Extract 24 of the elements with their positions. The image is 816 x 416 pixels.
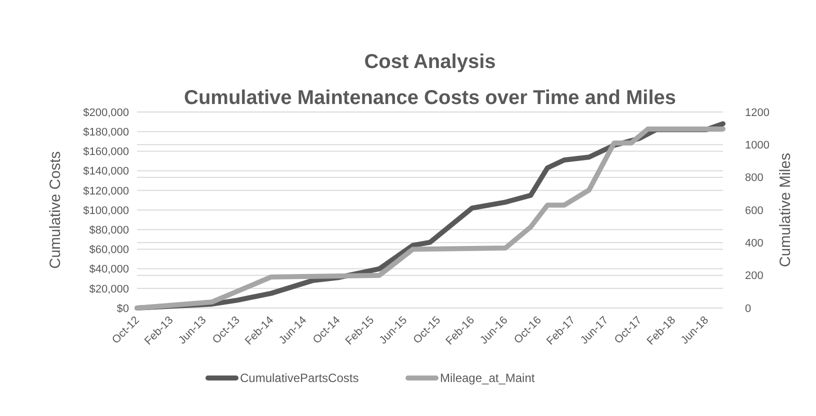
y-tick-label: $200,000	[83, 106, 129, 119]
chart-subtitle: Cumulative Maintenance Costs over Time and Miles	[184, 87, 676, 109]
y-tick-label: $40,000	[89, 264, 129, 276]
y2-tick-label: 600	[745, 204, 764, 217]
legend-label: Mileage_at_Maint	[440, 371, 536, 386]
y-tick-label: $140,000	[83, 166, 129, 178]
y2-tick-label: 1000	[745, 140, 770, 152]
y2-tick-label: 400	[745, 238, 764, 250]
y-tick-label: $180,000	[83, 126, 129, 138]
y-tick-label: $20,000	[89, 283, 129, 296]
y2-tick-label: 1200	[745, 106, 770, 119]
y-tick-label: $60,000	[89, 244, 129, 256]
y-tick-label: $160,000	[83, 146, 129, 158]
y-tick-label: $0	[116, 302, 129, 315]
y2-tick-label: 800	[745, 172, 764, 184]
chart-title: Cost Analysis	[364, 51, 496, 73]
y2-tick-label: 0	[745, 302, 752, 315]
y2-axis-title: Cumulative Miles	[777, 152, 794, 268]
y-axis-title: Cumulative Costs	[47, 151, 64, 269]
y-tick-label: $80,000	[89, 224, 129, 236]
y-tick-label: $120,000	[83, 185, 129, 198]
y2-tick-label: 200	[745, 270, 764, 282]
y-tick-label: $100,000	[83, 204, 129, 217]
legend-label: CumulativePartsCosts	[240, 371, 359, 386]
